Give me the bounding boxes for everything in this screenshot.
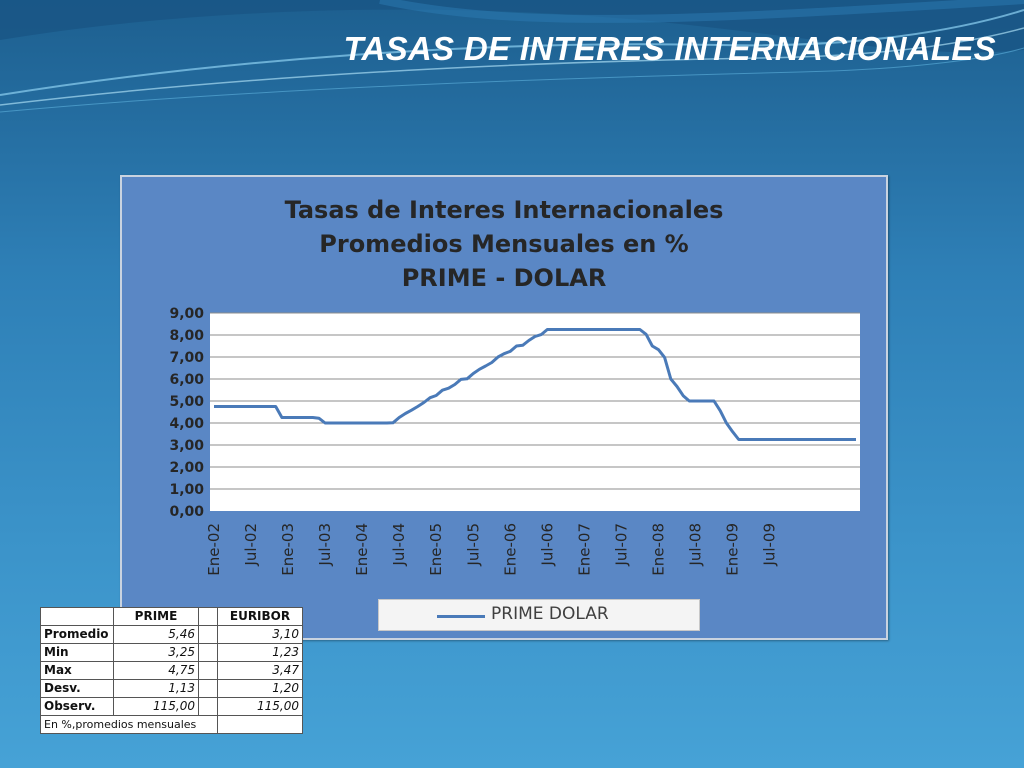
legend-label-prime-dolar: PRIME DOLAR <box>491 604 609 624</box>
y-tick-label: 5,00 <box>169 394 204 410</box>
plot-area <box>210 313 860 511</box>
cell-prime: 4,75 <box>113 661 199 680</box>
row-label: Promedio <box>40 625 114 644</box>
cell-euribor: 3,10 <box>217 625 303 644</box>
x-tick-label: Jul-05 <box>464 523 482 567</box>
x-tick-label: Jul-03 <box>316 523 334 567</box>
table-footnote: En %,promedios mensuales <box>40 715 218 734</box>
x-tick-label: Ene-06 <box>501 523 519 576</box>
cell-euribor: 1,23 <box>217 643 303 662</box>
chart-frame: Tasas de Interes Internacionales Promedi… <box>120 175 888 640</box>
table-row: Observ. 115,00 115,00 <box>40 697 303 716</box>
y-tick-label: 6,00 <box>169 372 204 388</box>
cell-prime: 3,25 <box>113 643 199 662</box>
chart-legend: PRIME DOLAR <box>378 599 700 631</box>
stats-table: PRIME EURIBOR Promedio 5,46 3,10 Min 3,2… <box>40 607 303 734</box>
table-footnote-row: En %,promedios mensuales <box>40 715 303 734</box>
cell-euribor: 115,00 <box>217 697 303 716</box>
line-chart: Tasas de Interes Internacionales Promedi… <box>169 196 860 576</box>
x-tick-label: Jul-07 <box>612 523 630 567</box>
x-tick-label: Jul-06 <box>538 523 556 567</box>
row-label: Min <box>40 643 114 662</box>
x-tick-label: Jul-04 <box>390 523 408 567</box>
title-wave-decoration <box>0 0 1024 113</box>
x-tick-label: Ene-04 <box>353 523 371 576</box>
cell-prime: 5,46 <box>113 625 199 644</box>
table-row: Max 4,75 3,47 <box>40 661 303 680</box>
row-label: Max <box>40 661 114 680</box>
header-prime: PRIME <box>113 607 199 626</box>
y-axis-ticks: 0,00 1,00 2,00 3,00 4,00 5,00 6,00 7,00 8,00 9,00 <box>169 306 204 520</box>
x-tick-label: Ene-02 <box>205 523 223 576</box>
row-label: Observ. <box>40 697 114 716</box>
x-tick-label: Ene-08 <box>649 523 667 576</box>
x-tick-label: Ene-03 <box>279 523 297 576</box>
gridlines <box>210 312 860 490</box>
y-tick-label: 9,00 <box>169 306 204 322</box>
x-tick-label: Jul-02 <box>242 523 260 567</box>
y-tick-label: 4,00 <box>169 416 204 432</box>
legend-swatch-prime-dolar <box>437 615 485 618</box>
cell-prime: 115,00 <box>113 697 199 716</box>
table-row: Desv. 1,13 1,20 <box>40 679 303 698</box>
x-tick-label: Ene-05 <box>427 523 445 576</box>
table-row: Promedio 5,46 3,10 <box>40 625 303 644</box>
slide-title: TASAS DE INTERES INTERNACIONALES <box>343 30 996 67</box>
cell-euribor: 3,47 <box>217 661 303 680</box>
x-tick-label: Jul-08 <box>687 523 705 567</box>
row-label: Desv. <box>40 679 114 698</box>
y-tick-label: 0,00 <box>169 504 204 520</box>
x-tick-label: Ene-09 <box>724 523 742 576</box>
chart-title-line-1: Tasas de Interes Internacionales <box>285 196 724 224</box>
series-line-prime-dolar <box>214 328 856 441</box>
y-tick-label: 2,00 <box>169 460 204 476</box>
x-tick-label: Ene-07 <box>575 523 593 576</box>
y-tick-label: 1,00 <box>169 482 204 498</box>
x-axis-ticks: Ene-02 Jul-02 Ene-03 Jul-03 Ene-04 Jul-04 Ene-… <box>205 523 779 576</box>
header-euribor: EURIBOR <box>217 607 303 626</box>
y-tick-label: 7,00 <box>169 350 204 366</box>
y-tick-label: 8,00 <box>169 328 204 344</box>
table-corner <box>40 607 114 626</box>
chart-title-line-3: PRIME - DOLAR <box>402 264 607 292</box>
x-tick-label: Jul-09 <box>761 523 779 567</box>
y-tick-label: 3,00 <box>169 438 204 454</box>
cell-prime: 1,13 <box>113 679 199 698</box>
table-row: Min 3,25 1,23 <box>40 643 303 662</box>
cell-euribor: 1,20 <box>217 679 303 698</box>
table-header-row: PRIME EURIBOR <box>40 607 303 626</box>
chart-title-line-2: Promedios Mensuales en % <box>319 230 688 258</box>
